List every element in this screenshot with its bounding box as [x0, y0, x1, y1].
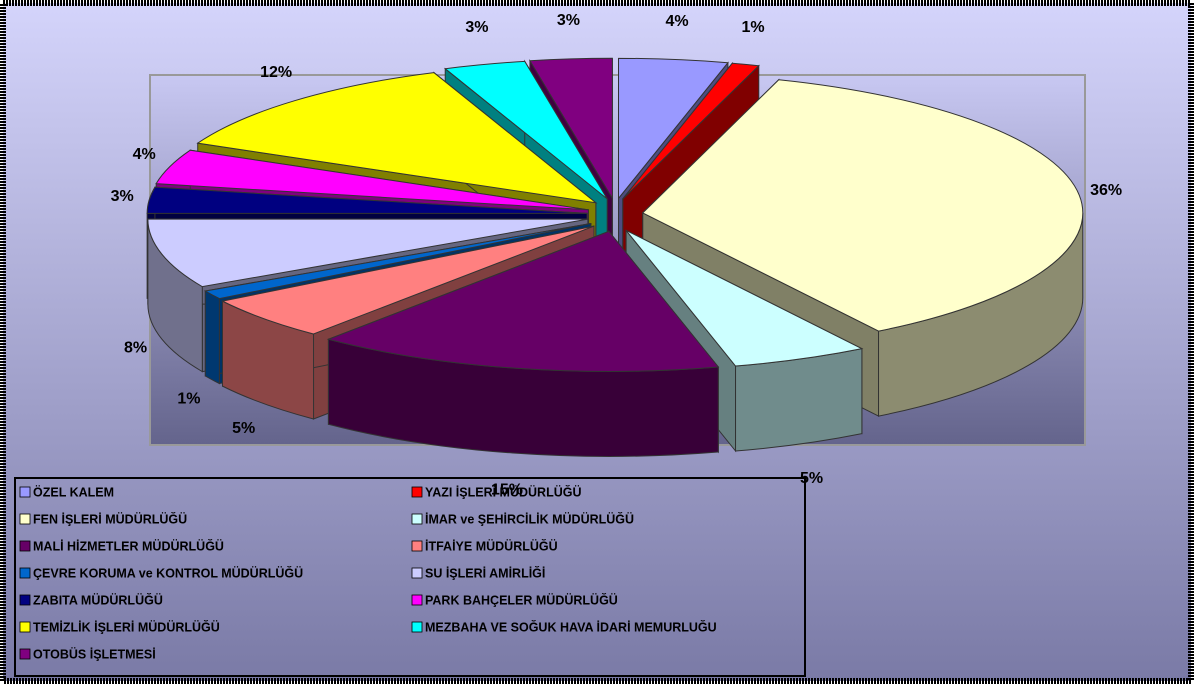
slice — [196, 72, 598, 204]
legend-label: YAZI İŞLERİ MÜDÜRLÜĞÜ — [425, 484, 582, 499]
slice — [641, 79, 1084, 332]
legend-swatch — [411, 594, 423, 606]
data-label: 1% — [177, 390, 200, 407]
legend-label: MALİ HİZMETLER MÜDÜRLÜĞÜ — [33, 538, 224, 553]
legend-label: PARK BAHÇELER MÜDÜRLÜĞÜ — [425, 592, 618, 607]
data-label: 1% — [742, 19, 765, 36]
legend-swatch — [19, 486, 31, 498]
legend-swatch — [19, 513, 31, 525]
data-label: 36% — [1090, 182, 1122, 199]
data-label: 3% — [465, 19, 488, 36]
legend-swatch — [411, 621, 423, 633]
legend-swatch — [411, 513, 423, 525]
slice — [622, 62, 760, 200]
slice — [203, 223, 591, 300]
pie — [146, 57, 1084, 457]
data-label: 5% — [232, 420, 255, 437]
data-label: 4% — [133, 146, 156, 163]
legend-swatch — [19, 648, 31, 660]
data-label: 3% — [111, 188, 134, 205]
data-label: 3% — [557, 12, 580, 29]
legend-label: SU İŞLERİ AMİRLİĞİ — [425, 565, 545, 580]
data-label: 8% — [124, 340, 147, 357]
data-label: 4% — [665, 13, 688, 30]
slice — [147, 218, 588, 288]
data-labels: 3% 4% 1% 3% 12% 4% 36% 3% 8% 1% 5% 5% 15% — [111, 12, 1122, 498]
data-label: 12% — [260, 64, 292, 81]
slice — [529, 57, 613, 201]
legend-label: ÇEVRE KORUMA ve KONTROL MÜDÜRLÜĞÜ — [33, 565, 303, 580]
slice — [625, 229, 864, 367]
legend-label: FEN İŞLERİ MÜDÜRLÜĞÜ — [33, 511, 187, 526]
legend-label: MEZBAHA VE SOĞUK HAVA İDARİ MEMURLUĞU — [425, 619, 717, 634]
data-label: 5% — [800, 470, 823, 487]
legend-label: TEMİZLİK İŞLERİ MÜDÜRLÜĞÜ — [33, 619, 220, 634]
slice-wall — [204, 290, 220, 385]
slice — [443, 60, 608, 200]
legend-label: OTOBÜS İŞLETMESİ — [33, 646, 156, 661]
slice — [146, 186, 588, 214]
data-label: 15% — [491, 482, 523, 499]
legend — [14, 477, 806, 677]
legend-swatch — [19, 594, 31, 606]
legend-label: İTFAİYE MÜDÜRLÜĞÜ — [425, 538, 558, 553]
legend-swatch — [19, 567, 31, 579]
legend-swatch — [411, 567, 423, 579]
legend-entries: ÖZEL KALEM YAZI İŞLERİ MÜDÜRLÜĞÜ FEN İŞLER… — [19, 484, 717, 661]
slice — [155, 149, 589, 211]
legend-swatch — [411, 540, 423, 552]
legend-label: ÖZEL KALEM — [33, 484, 114, 499]
legend-swatch — [19, 540, 31, 552]
legend-swatch — [411, 486, 423, 498]
slice — [618, 57, 729, 200]
legend-label: İMAR ve ŞEHİRCİLİK MÜDÜRLÜĞÜ — [425, 511, 634, 526]
legend-swatch — [19, 621, 31, 633]
slice — [326, 230, 720, 372]
slice — [220, 225, 595, 335]
legend-label: ZABITA MÜDÜRLÜĞÜ — [33, 592, 163, 607]
